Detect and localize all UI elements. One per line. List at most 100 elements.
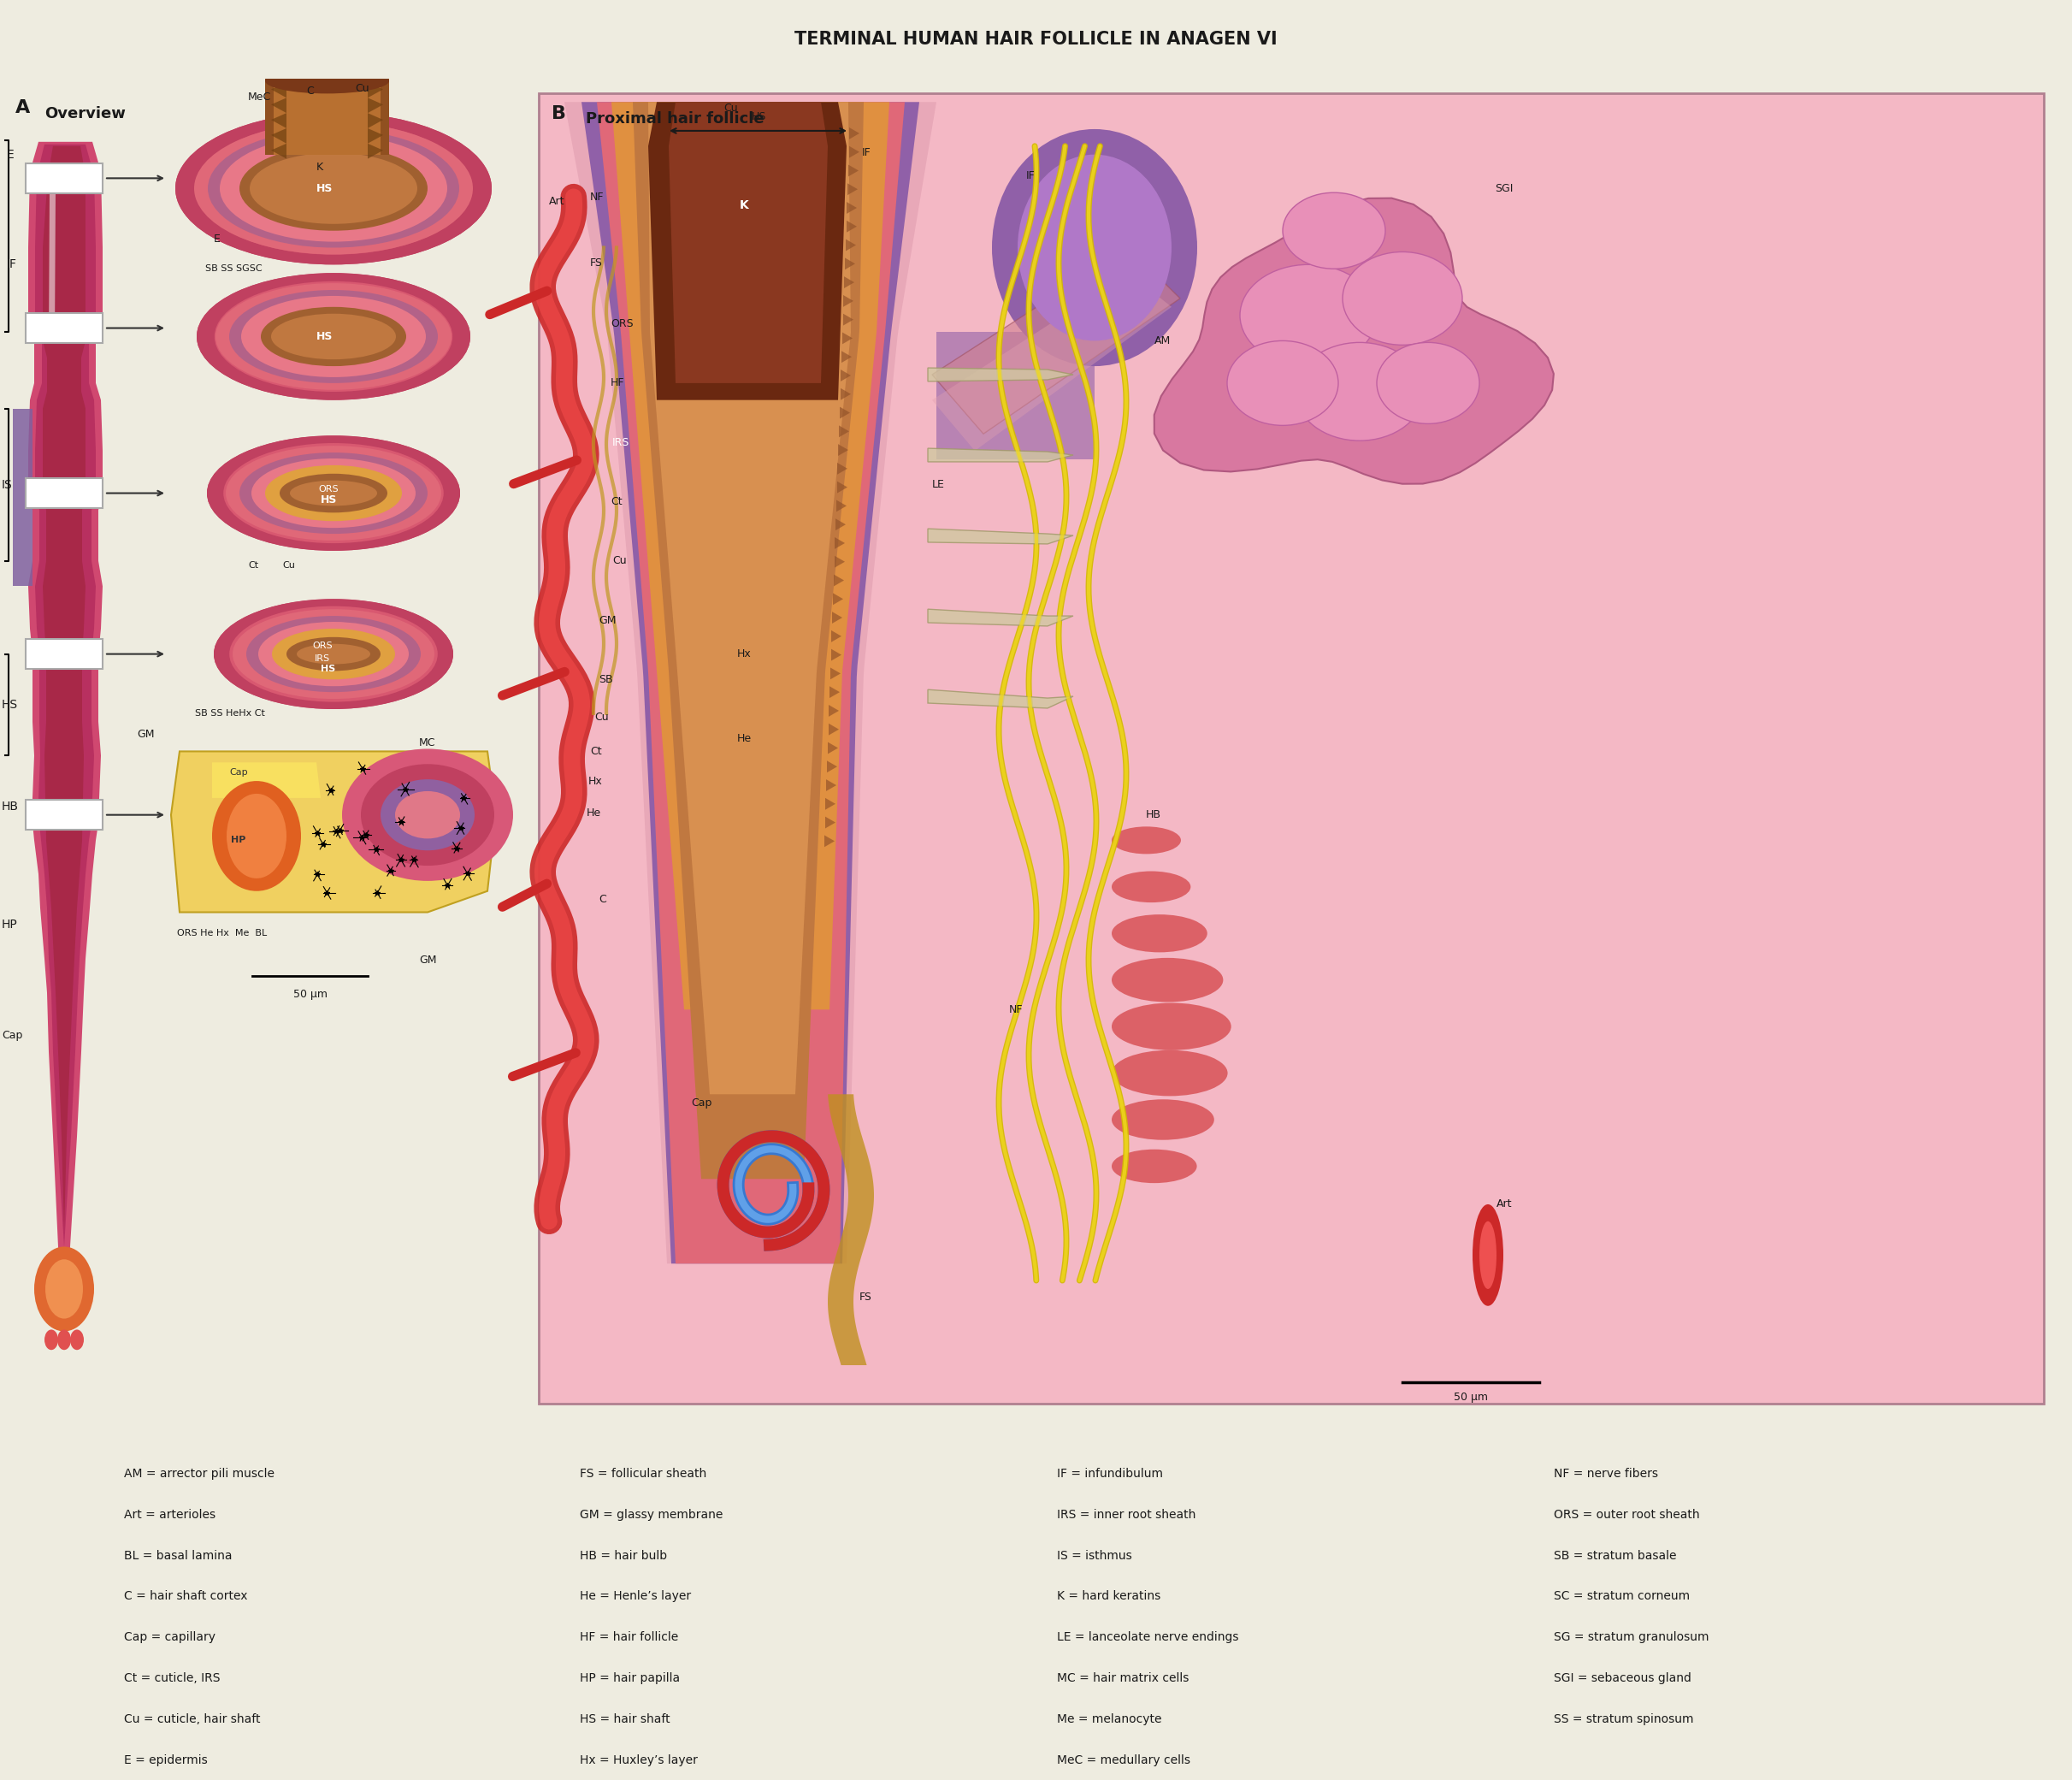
Text: ORS = outer root sheath: ORS = outer root sheath xyxy=(1554,1509,1699,1520)
Text: 50 μm: 50 μm xyxy=(294,990,327,1000)
Ellipse shape xyxy=(230,290,437,383)
Ellipse shape xyxy=(1113,1150,1198,1184)
Polygon shape xyxy=(839,408,850,418)
Ellipse shape xyxy=(381,780,474,851)
Text: GM: GM xyxy=(419,954,437,967)
Text: He: He xyxy=(738,733,752,744)
Ellipse shape xyxy=(213,600,454,708)
Ellipse shape xyxy=(176,112,491,265)
Ellipse shape xyxy=(176,112,491,265)
Polygon shape xyxy=(843,333,852,344)
Text: Me = melanocyte: Me = melanocyte xyxy=(1057,1714,1162,1725)
Polygon shape xyxy=(632,101,864,1178)
Bar xyxy=(25,639,104,669)
Ellipse shape xyxy=(44,1330,58,1349)
Polygon shape xyxy=(367,82,383,98)
Text: C = hair shaft cortex: C = hair shaft cortex xyxy=(124,1591,249,1602)
Polygon shape xyxy=(847,166,858,176)
Polygon shape xyxy=(271,114,286,128)
Ellipse shape xyxy=(265,68,390,94)
Text: IS = isthmus: IS = isthmus xyxy=(1057,1550,1131,1561)
Ellipse shape xyxy=(1376,342,1479,424)
Text: He = Henle’s layer: He = Henle’s layer xyxy=(580,1591,692,1602)
Text: E: E xyxy=(6,148,15,160)
Text: Hx: Hx xyxy=(738,648,752,660)
Ellipse shape xyxy=(261,306,406,367)
Text: Overview: Overview xyxy=(44,107,126,121)
Text: K: K xyxy=(740,199,748,212)
Ellipse shape xyxy=(274,466,394,522)
Text: FS = follicular sheath: FS = follicular sheath xyxy=(580,1467,707,1479)
Polygon shape xyxy=(1154,198,1554,484)
Polygon shape xyxy=(841,388,852,400)
Text: Proximal hair follicle: Proximal hair follicle xyxy=(586,112,765,126)
Polygon shape xyxy=(829,685,839,698)
Ellipse shape xyxy=(207,436,460,550)
Bar xyxy=(539,94,2043,1403)
Polygon shape xyxy=(831,668,841,680)
Bar xyxy=(25,799,104,829)
Text: GM: GM xyxy=(137,728,153,740)
Text: Cu: Cu xyxy=(723,103,738,114)
Polygon shape xyxy=(928,609,1073,627)
Text: HP: HP xyxy=(230,837,247,844)
Text: C: C xyxy=(307,85,313,96)
Text: IRS = inner root sheath: IRS = inner root sheath xyxy=(1057,1509,1196,1520)
Ellipse shape xyxy=(271,628,396,680)
Ellipse shape xyxy=(282,470,385,516)
Text: Cu: Cu xyxy=(595,712,609,723)
Polygon shape xyxy=(649,101,852,1095)
Text: Ct: Ct xyxy=(249,561,259,570)
Polygon shape xyxy=(367,144,383,158)
Ellipse shape xyxy=(58,1330,70,1349)
Text: AM = arrector pili muscle: AM = arrector pili muscle xyxy=(124,1467,276,1479)
Ellipse shape xyxy=(1295,342,1423,441)
Ellipse shape xyxy=(195,123,472,255)
Polygon shape xyxy=(845,258,856,269)
Text: HF = hair follicle: HF = hair follicle xyxy=(580,1632,680,1643)
Text: SB: SB xyxy=(599,675,613,685)
Text: ORS: ORS xyxy=(313,641,332,650)
Text: MeC = medullary cells: MeC = medullary cells xyxy=(1057,1755,1189,1766)
Polygon shape xyxy=(611,101,889,1009)
Bar xyxy=(25,164,104,194)
Ellipse shape xyxy=(247,616,421,692)
Polygon shape xyxy=(835,538,845,548)
Ellipse shape xyxy=(361,764,495,865)
Polygon shape xyxy=(833,593,843,605)
Text: IF: IF xyxy=(862,148,870,158)
Polygon shape xyxy=(932,247,1181,434)
Ellipse shape xyxy=(240,146,427,231)
Text: Art: Art xyxy=(1496,1198,1513,1210)
Bar xyxy=(265,78,390,155)
Polygon shape xyxy=(831,650,841,660)
Text: SG = stratum granulosum: SG = stratum granulosum xyxy=(1554,1632,1709,1643)
Ellipse shape xyxy=(226,445,441,541)
Polygon shape xyxy=(825,817,835,828)
Polygon shape xyxy=(837,500,847,513)
Text: HS: HS xyxy=(2,700,19,710)
Text: E: E xyxy=(213,233,220,244)
Ellipse shape xyxy=(232,609,435,700)
Ellipse shape xyxy=(1227,340,1339,425)
Ellipse shape xyxy=(342,749,514,881)
Polygon shape xyxy=(829,723,839,735)
Text: A: A xyxy=(15,100,31,116)
Polygon shape xyxy=(837,443,847,456)
Text: ORS: ORS xyxy=(611,319,634,329)
Ellipse shape xyxy=(992,130,1198,367)
Polygon shape xyxy=(829,742,837,755)
Ellipse shape xyxy=(240,452,427,534)
Text: K: K xyxy=(317,162,323,173)
Polygon shape xyxy=(649,101,847,400)
Text: HP = hair papilla: HP = hair papilla xyxy=(580,1673,680,1684)
Text: SB SS HeHx Ct: SB SS HeHx Ct xyxy=(195,708,265,717)
Polygon shape xyxy=(833,612,843,623)
Text: HS: HS xyxy=(750,110,767,123)
Text: HB: HB xyxy=(2,801,19,812)
Ellipse shape xyxy=(280,473,387,513)
Ellipse shape xyxy=(213,600,454,708)
Polygon shape xyxy=(847,221,858,233)
Text: MeC: MeC xyxy=(249,91,271,103)
Text: LE: LE xyxy=(932,479,945,490)
